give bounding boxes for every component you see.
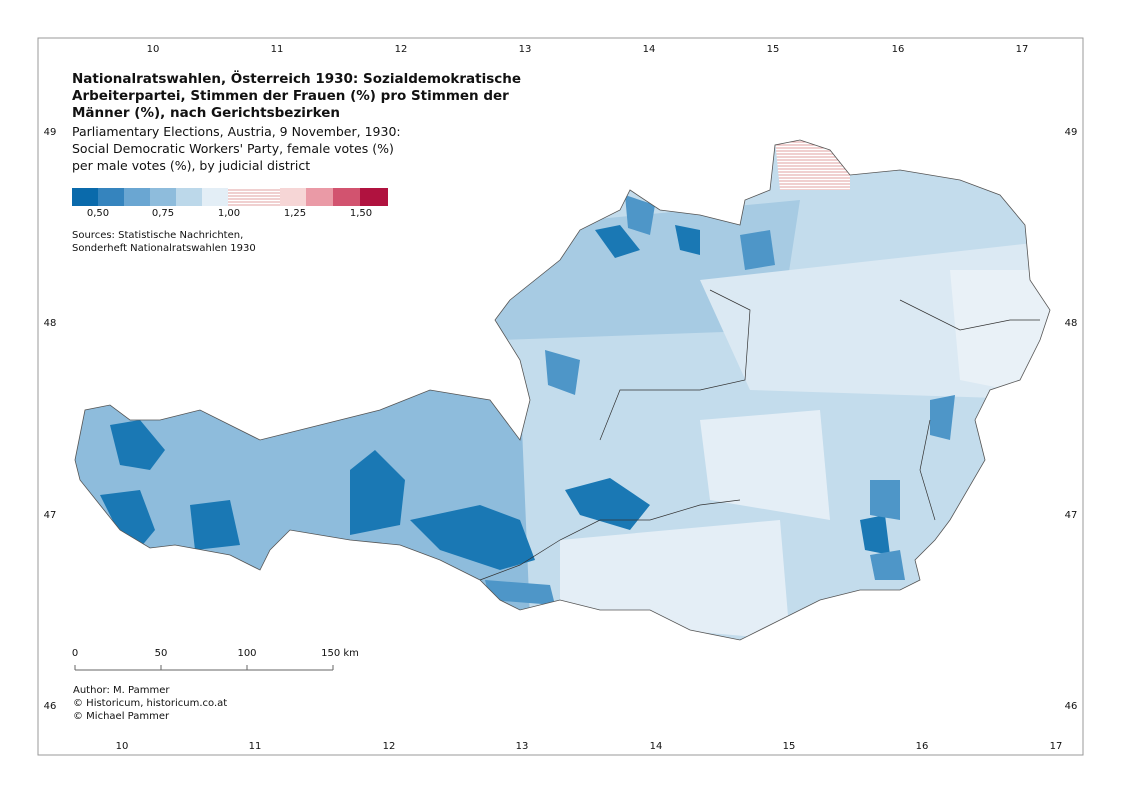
scale-bar: 0 50 100 150 km bbox=[72, 648, 359, 671]
graticule-label: 49 bbox=[1065, 127, 1078, 138]
graticule-label: 10 bbox=[147, 44, 160, 55]
credit: © Michael Pammer bbox=[73, 711, 170, 722]
graticule-label: 14 bbox=[650, 741, 663, 752]
graticule-label: 47 bbox=[1065, 510, 1078, 521]
title-line: Nationalratswahlen, Österreich 1930: Soz… bbox=[72, 69, 521, 87]
graticule-label: 13 bbox=[516, 741, 529, 752]
graticule-label: 16 bbox=[916, 741, 929, 752]
graticule-label: 14 bbox=[643, 44, 656, 55]
sources: Sources: Statistische Nachrichten, bbox=[72, 230, 243, 241]
graticule-label: 16 bbox=[892, 44, 905, 55]
title: Nationalratswahlen, Österreich 1930: Soz… bbox=[72, 69, 521, 173]
graticule-label: 13 bbox=[519, 44, 532, 55]
map bbox=[75, 140, 1050, 640]
graticule-label: 11 bbox=[271, 44, 284, 55]
graticule-label: 10 bbox=[116, 741, 129, 752]
graticule-label: 17 bbox=[1050, 741, 1063, 752]
graticule-label: 46 bbox=[44, 701, 57, 712]
legend-label: 0,75 bbox=[152, 208, 174, 219]
graticule-label: 11 bbox=[249, 741, 262, 752]
scale-label: 0 bbox=[72, 648, 78, 659]
scale-label: 100 bbox=[237, 648, 256, 659]
title-line: Arbeiterpartei, Stimmen der Frauen (%) p… bbox=[72, 88, 509, 104]
graticule-label: 48 bbox=[44, 318, 57, 329]
graticule-label: 47 bbox=[44, 510, 57, 521]
graticule: 10 11 12 13 14 15 16 17 10 11 12 13 14 15 16 17 49 48 47 46… bbox=[44, 44, 1078, 752]
graticule-label: 48 bbox=[1065, 318, 1078, 329]
graticule-label: 15 bbox=[783, 741, 796, 752]
scale-label: 50 bbox=[155, 648, 168, 659]
subtitle-line: per male votes (%), by judicial district bbox=[72, 158, 310, 173]
sources: Sonderheft Nationalratswahlen 1930 bbox=[72, 243, 256, 254]
graticule-label: 46 bbox=[1065, 701, 1078, 712]
graticule-label: 12 bbox=[395, 44, 408, 55]
graticule-label: 12 bbox=[383, 741, 396, 752]
legend-label: 1,50 bbox=[350, 208, 372, 219]
graticule-label: 15 bbox=[767, 44, 780, 55]
frame bbox=[37, 37, 1084, 756]
credit: © Historicum, historicum.co.at bbox=[73, 698, 227, 709]
subtitle-line: Social Democratic Workers' Party, female… bbox=[72, 141, 394, 156]
credit: Author: M. Pammer bbox=[73, 685, 170, 696]
graticule-label: 49 bbox=[44, 127, 57, 138]
legend-label: 1,25 bbox=[284, 208, 306, 219]
legend: 0,50 0,75 1,00 1,25 1,50 bbox=[72, 188, 388, 219]
graticule-label: 17 bbox=[1016, 44, 1029, 55]
legend-label: 0,50 bbox=[87, 208, 109, 219]
legend-label: 1,00 bbox=[218, 208, 240, 219]
scale-label: 150 km bbox=[321, 648, 359, 659]
title-line: Männer (%), nach Gerichtsbezirken bbox=[72, 105, 340, 121]
subtitle-line: Parliamentary Elections, Austria, 9 Nove… bbox=[72, 124, 401, 139]
